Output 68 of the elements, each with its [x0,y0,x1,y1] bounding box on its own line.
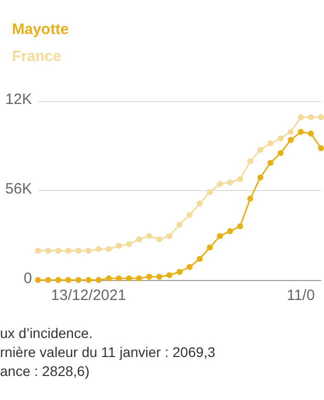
text: 56K [5,180,32,198]
point [206,189,213,196]
point [75,277,82,283]
point [318,145,324,152]
point [65,277,72,283]
point [126,275,132,282]
point [116,242,122,249]
point [75,248,82,254]
point [35,277,41,283]
point [288,137,294,144]
point [278,150,284,156]
point [86,248,92,254]
point [156,274,162,280]
point [298,114,304,120]
point [288,128,294,135]
point [35,248,41,254]
x-tick-label: 13/12/2021 [50,287,126,304]
point [196,200,203,207]
point [136,236,142,242]
text: 12K [5,91,32,108]
text: France [12,48,62,65]
point [216,233,223,240]
point [45,248,52,254]
point [45,277,52,283]
point [237,176,244,182]
point [126,241,132,248]
point [176,222,182,228]
point [116,275,122,282]
point [227,179,234,186]
point [308,114,314,120]
point [55,277,62,283]
point [166,272,172,278]
point [106,246,112,252]
point [96,246,102,252]
point [216,180,223,187]
point [196,256,203,262]
point [237,223,244,230]
point [318,114,324,120]
point [298,128,304,135]
point [156,236,162,242]
point [146,274,152,280]
point [176,268,182,275]
point [186,212,193,218]
point [257,146,264,153]
point [267,160,274,166]
text: ux d’incidence. [0,325,93,341]
point [278,135,284,142]
point [146,233,152,240]
point [65,248,72,254]
point [247,158,254,164]
point [206,244,213,250]
point [136,275,142,282]
point [186,264,193,270]
point [166,233,172,240]
text: rnière valeur du 11 janvier : 2069,3 [0,344,216,360]
text: ance : 2828,6) [0,363,90,379]
point [106,275,112,282]
point [257,174,264,180]
point [227,228,234,234]
text: Mayotte [12,21,69,38]
point [86,277,92,283]
point [55,248,62,254]
point [96,277,102,283]
text: 0 [24,270,32,287]
point [267,140,274,146]
point [247,196,254,202]
x-tick-label: 11/0 [286,287,315,304]
point [308,130,314,137]
